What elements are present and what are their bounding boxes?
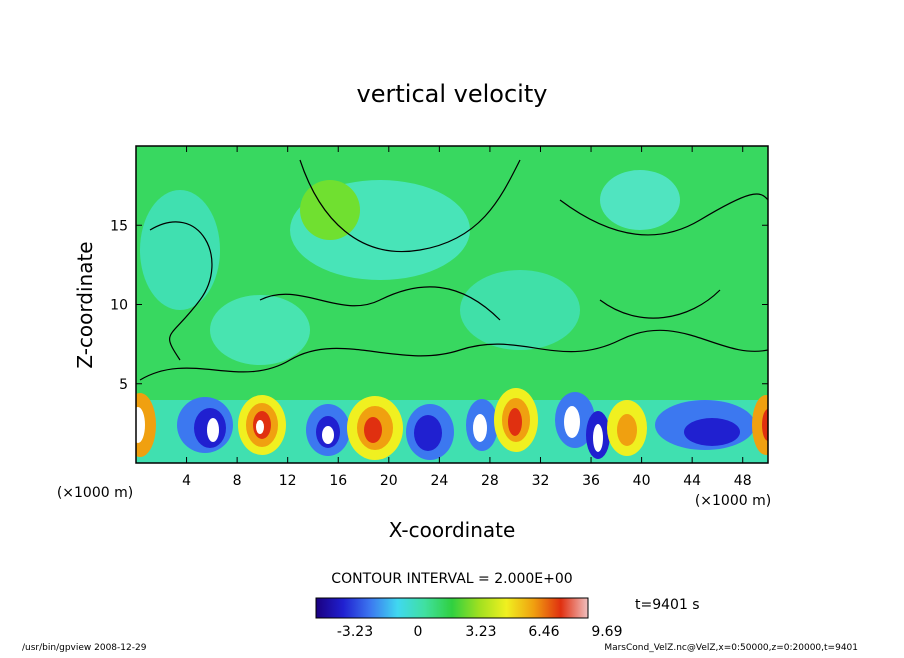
colorbar-tick-label: 9.69 — [591, 624, 622, 640]
x-tick-label: 4 — [182, 473, 191, 489]
x-axis-label: X-coordinate — [389, 518, 516, 542]
field-patch — [140, 190, 220, 310]
footer-left: /usr/bin/gpview 2008-12-29 — [22, 643, 147, 653]
y-tick-label: 15 — [110, 218, 128, 234]
colorbar-tick-label: 3.23 — [465, 624, 496, 640]
chart-title: vertical velocity — [357, 80, 548, 108]
x-tick-label: 20 — [380, 473, 398, 489]
colorbar-tick-label: 6.46 — [528, 624, 559, 640]
x-tick-label: 16 — [329, 473, 347, 489]
x-tick-label: 48 — [734, 473, 752, 489]
x-tick-label: 8 — [233, 473, 242, 489]
y-axis-label: Z-coordinate — [73, 241, 97, 368]
footer-right: MarsCond_VelZ.nc@VelZ,x=0:50000,z=0:2000… — [604, 643, 858, 653]
y-tick-label: 10 — [110, 298, 128, 314]
x-tick-label: 36 — [582, 473, 600, 489]
colorbar-axis: -3.23 0 3.23 6.46 9.69 — [337, 624, 623, 640]
field-patch — [210, 295, 310, 365]
field-patch — [460, 270, 580, 350]
y-tick-label: 5 — [119, 377, 128, 393]
x-tick-label: 32 — [532, 473, 550, 489]
field — [136, 146, 768, 463]
field-patch — [600, 170, 680, 230]
contour-lines — [139, 159, 768, 381]
colorbar-tick-label: -3.23 — [337, 624, 373, 640]
x-tick-label: 28 — [481, 473, 499, 489]
x-unit-left: (×1000 m) — [57, 485, 133, 501]
field-patch — [300, 180, 360, 240]
x-unit-right: (×1000 m) — [695, 493, 771, 509]
x-tick-label: 40 — [633, 473, 651, 489]
time-label: t=9401 s — [635, 597, 700, 613]
x-tick-label: 12 — [279, 473, 297, 489]
contour-interval: CONTOUR INTERVAL = 2.000E+00 — [331, 571, 572, 587]
x-tick-label: 24 — [430, 473, 448, 489]
field-cells — [136, 388, 768, 460]
colorbar — [315, 597, 589, 619]
x-tick-label: 44 — [683, 473, 701, 489]
colorbar-tick-label: 0 — [414, 624, 423, 640]
